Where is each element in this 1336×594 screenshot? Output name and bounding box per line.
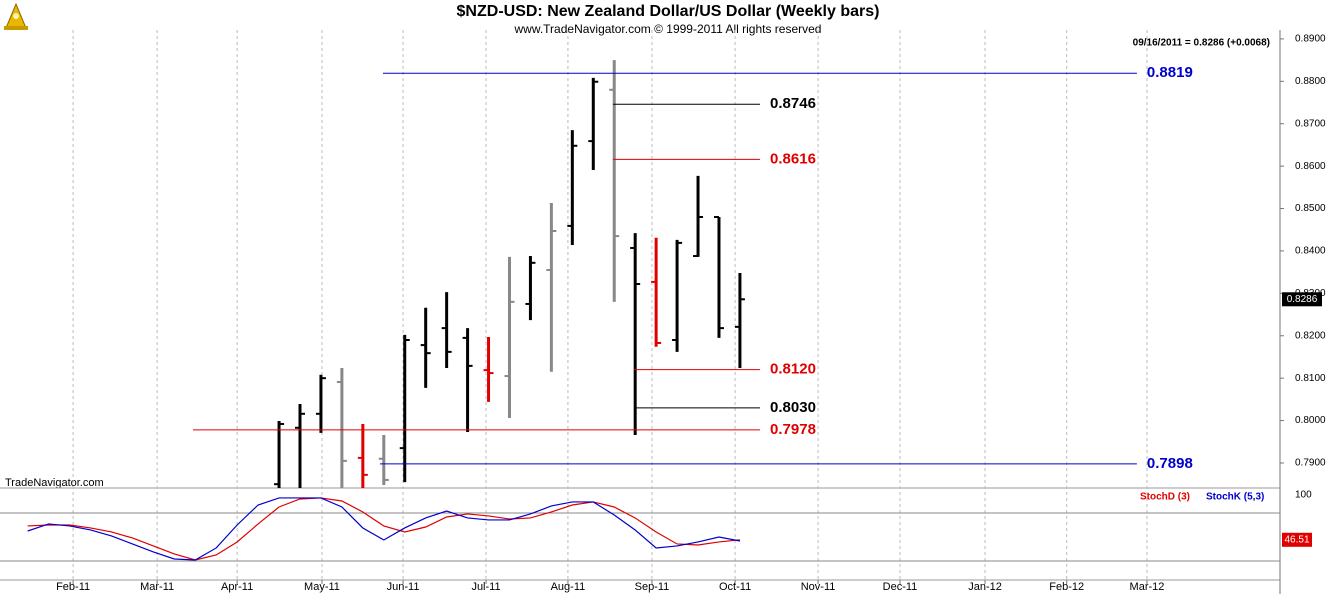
x-tick-label: May-11 (304, 581, 340, 593)
x-tick-label: Dec-11 (883, 581, 918, 593)
x-tick-label: Apr-11 (221, 581, 253, 593)
level-label: 0.8120 (770, 361, 816, 378)
last-price-header: 09/16/2011 = 0.8286 (+0.0068) (1133, 38, 1270, 49)
y-tick-label: 0.8900 (1295, 34, 1326, 45)
chart-title: $NZD-USD: New Zealand Dollar/US Dollar (… (457, 3, 880, 20)
x-tick-label: Jan-12 (968, 581, 1002, 593)
x-tick-label: Jun-11 (387, 581, 420, 593)
legend-stochk: StochK (5,3) (1206, 492, 1264, 503)
level-label: 0.7978 (770, 421, 816, 438)
chart-subtitle: www.TradeNavigator.com © 1999-2011 All r… (514, 22, 822, 36)
stoch-line (27, 497, 740, 561)
x-tick-label: Mar-11 (140, 581, 174, 593)
y-tick-label: 0.8000 (1295, 415, 1326, 426)
level-label: 0.8746 (770, 95, 816, 112)
x-tick-label: Mar-12 (1130, 581, 1165, 593)
x-tick-label: Feb-12 (1049, 581, 1084, 593)
y-tick-label: 0.8500 (1295, 203, 1326, 214)
y-tick-label: 0.8600 (1295, 161, 1326, 172)
last-price-marker (1282, 292, 1322, 307)
y-tick-label: 0.8800 (1295, 76, 1326, 87)
y-tick-label: 0.8400 (1295, 246, 1326, 257)
x-tick-label: Jul-11 (471, 581, 500, 593)
level-label: 0.8616 (770, 150, 816, 167)
last-price-label: 0.8286 (1287, 294, 1318, 305)
stoch-last-marker (1282, 532, 1312, 547)
level-label: 0.8819 (1147, 64, 1193, 81)
stoch-line (27, 497, 741, 561)
x-tick-label: Feb-11 (56, 581, 90, 593)
logo (4, 2, 28, 30)
level-label: 0.8030 (770, 399, 816, 416)
y-tick-label: 0.8200 (1295, 330, 1326, 341)
y-tick-label: 0.8700 (1295, 118, 1326, 129)
x-tick-label: Aug-11 (551, 581, 586, 593)
x-tick-label: Sep-11 (635, 581, 670, 593)
y2-tick-label: 100 (1295, 490, 1312, 501)
level-label: 0.7898 (1147, 455, 1193, 472)
x-tick-label: Oct-11 (719, 581, 751, 593)
price-panel (274, 60, 745, 488)
y-tick-label: 0.8100 (1295, 373, 1326, 384)
watermark: TradeNavigator.com (5, 477, 104, 489)
y-tick-label: 0.7900 (1295, 458, 1326, 469)
stoch-last-label: 46.51 (1284, 534, 1309, 545)
x-tick-label: Nov-11 (801, 581, 836, 593)
legend-stochd: StochD (3) (1140, 492, 1190, 503)
